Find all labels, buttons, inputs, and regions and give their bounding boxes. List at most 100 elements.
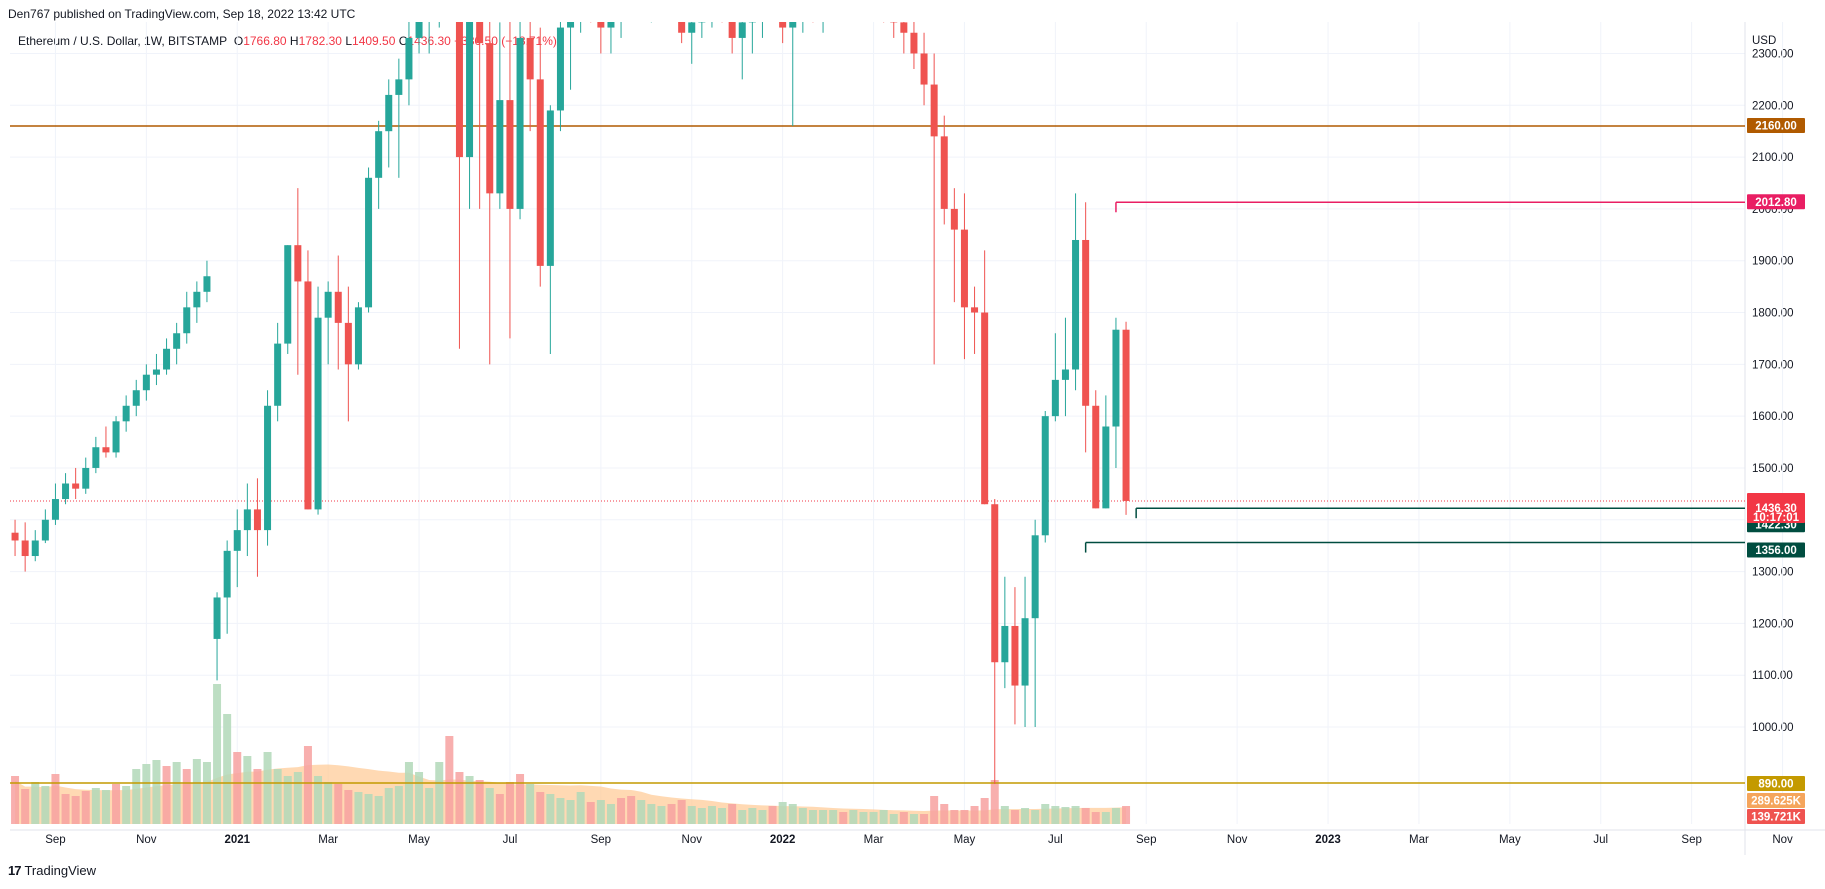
candle-body [466, 22, 474, 158]
candle-body [759, 0, 766, 7]
candle-body [1051, 379, 1059, 417]
candle-body [82, 467, 90, 489]
candle-body [820, 0, 827, 7]
x-tick-label: 2023 [1315, 834, 1341, 846]
x-tick-label: May [1499, 834, 1521, 846]
x-tick-label: Jul [1048, 834, 1063, 846]
countdown-label: 10:17:01 [1753, 512, 1800, 524]
candle-body [638, 0, 645, 2]
candle-body [324, 291, 332, 318]
candle-body [354, 307, 362, 365]
volume-bar [1051, 806, 1060, 824]
volume-bar [435, 762, 444, 824]
volume-bar [1081, 808, 1090, 824]
level-price-tag-bg [1747, 542, 1805, 558]
volume-bar [142, 764, 151, 824]
level-price-tag-bg [1747, 118, 1805, 134]
candle-body [486, 43, 494, 194]
volume-bar [1041, 804, 1050, 824]
candle-body [597, 22, 605, 28]
volume-bar [829, 810, 838, 824]
volume-bar [950, 810, 959, 824]
volume-bar [324, 782, 333, 824]
volume-bar [627, 796, 636, 824]
volume-bar [31, 782, 40, 824]
volume-bar [748, 808, 757, 824]
candle-body [1072, 239, 1080, 370]
x-tick-label: Mar [318, 834, 338, 846]
volume-bar [495, 794, 504, 824]
publisher-credit: Den767 published on TradingView.com, Sep… [8, 7, 356, 21]
candle-body [163, 348, 171, 370]
volume-bar [455, 772, 464, 824]
low-label: L [345, 34, 353, 48]
candle-body [526, 37, 534, 80]
volume-bar [374, 796, 383, 824]
symbol-name[interactable]: Ethereum / U.S. Dollar, 1W, BITSTAMP [18, 34, 228, 48]
volume-bar [637, 800, 646, 824]
candle-body [294, 245, 302, 282]
candle-body [698, 22, 706, 23]
volume-bar [283, 776, 292, 824]
level-price-tag: 2012.80 [1755, 197, 1797, 209]
candle-body [426, 2, 433, 18]
x-tick-label: Sep [45, 834, 65, 846]
candle-body [779, 22, 787, 28]
candle-body [496, 100, 504, 194]
x-tick-label: 2021 [224, 834, 250, 846]
volume-bar [546, 794, 555, 824]
volume-bar [526, 784, 535, 824]
y-tick-label: 1500.00 [1752, 463, 1794, 475]
tradingview-footer[interactable]: 17 TradingView [8, 863, 96, 878]
volume-bar [11, 776, 20, 824]
volume-bar [788, 804, 797, 824]
volume-bar [61, 794, 70, 824]
volume-value-tag-bg [1747, 809, 1805, 824]
y-tick-label: 2100.00 [1752, 152, 1794, 164]
volume-bar [798, 808, 807, 824]
candle-body [41, 519, 49, 541]
volume-bar [485, 788, 494, 824]
volume-bar [849, 810, 858, 824]
y-tick-label: 2200.00 [1752, 100, 1794, 112]
candle-body [112, 421, 120, 453]
volume-bar [101, 790, 110, 824]
candle-body [618, 0, 625, 12]
candle-body [72, 483, 80, 489]
candle-body [546, 110, 554, 266]
candle-body [233, 530, 241, 551]
volume-value-tag-bg [1747, 793, 1805, 808]
volume-bar [51, 774, 60, 824]
volume-bar [516, 774, 525, 824]
volume-bar [859, 812, 868, 824]
candle-body [152, 369, 160, 375]
candle-body [385, 94, 393, 132]
candle-body [1092, 405, 1100, 509]
volume-value-tag: 289.625K [1751, 796, 1802, 808]
volume-bar [657, 806, 666, 824]
candle-body [405, 37, 413, 80]
candle-body [789, 22, 797, 28]
candle-body [880, 0, 887, 12]
volume-bar [91, 788, 100, 824]
candle-body [930, 84, 938, 137]
candle-body [21, 540, 29, 557]
volume-bar [344, 790, 353, 824]
candle-body [476, 22, 484, 44]
candle-body [173, 333, 181, 349]
x-tick-label: May [954, 834, 976, 846]
volume-bar [899, 812, 908, 824]
candle-body [748, 22, 756, 23]
volume-bar [930, 796, 939, 824]
candle-body [223, 550, 231, 598]
last-price-tag-bg [1747, 492, 1805, 523]
volume-bar [354, 792, 363, 824]
volume-bar [81, 791, 90, 824]
candle-body [719, 0, 726, 12]
candle-body [395, 79, 403, 95]
candle-body [213, 597, 221, 639]
candle-body [455, 22, 463, 158]
volume-bar [758, 810, 767, 824]
x-tick-label: Nov [1227, 834, 1248, 846]
